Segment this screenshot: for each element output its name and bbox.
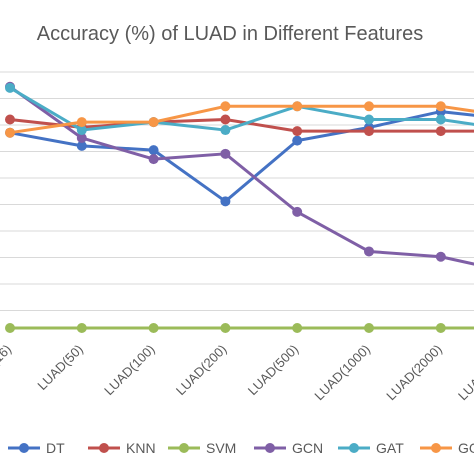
series-line-dt <box>8 110 474 203</box>
series-gat <box>5 82 474 136</box>
data-point-svm <box>220 323 231 333</box>
x-axis-tick-labels: LUAD(16) LUAD(50) LUAD(100) LUAD(200) LUAD(5… <box>0 342 474 404</box>
data-point-gcn <box>220 148 231 159</box>
data-point-gcn <box>364 246 374 257</box>
series-ggat <box>5 101 474 138</box>
legend-item-knn: KNN <box>88 440 156 456</box>
data-point-gat <box>220 125 231 136</box>
data-point-gcn <box>76 132 87 143</box>
data-point-ggat <box>148 117 159 128</box>
legend-item-svm: SVM <box>168 440 236 456</box>
legend-marker <box>265 443 275 453</box>
x-tick-label: LUAD(100) <box>101 342 158 399</box>
legend-item-gat: GAT <box>338 440 404 456</box>
legend-marker <box>179 443 189 453</box>
legend-marker <box>99 443 109 453</box>
data-point-knn <box>220 114 231 125</box>
series-svm <box>5 323 474 333</box>
data-point-knn <box>364 126 374 137</box>
x-tick-label: LUAD(16) <box>0 342 14 393</box>
data-point-knn <box>5 114 15 125</box>
data-point-svm <box>435 323 446 333</box>
legend-label: GAT <box>376 440 404 456</box>
series-line-knn <box>8 118 474 133</box>
data-point-svm <box>5 323 15 333</box>
series-layer <box>5 81 474 333</box>
legend-item-dt: DT <box>8 440 65 456</box>
x-tick-label: LUAD(50) <box>34 342 85 393</box>
legend-label: SVM <box>206 440 236 456</box>
data-point-knn <box>435 126 446 137</box>
series-gcn <box>5 81 474 266</box>
data-point-gat <box>364 114 374 125</box>
data-point-knn <box>292 126 303 137</box>
legend-label: GCN <box>292 440 323 456</box>
data-point-gcn <box>435 251 446 262</box>
data-point-dt <box>148 145 159 156</box>
data-point-svm <box>76 323 87 333</box>
legend-label: DT <box>46 440 65 456</box>
data-point-ggat <box>292 101 303 112</box>
x-tick-label: LUAD(2000) <box>383 342 445 404</box>
x-tick-label: LUAD(500) <box>245 342 302 399</box>
data-point-gat <box>76 125 87 136</box>
data-point-ggat <box>364 101 374 112</box>
data-point-ggat <box>220 101 231 112</box>
data-point-gcn <box>292 206 303 217</box>
data-point-ggat <box>76 117 87 128</box>
data-point-ggat <box>435 101 446 112</box>
legend-label: KNN <box>126 440 156 456</box>
data-point-svm <box>364 323 374 333</box>
x-tick-label: LUAD(200) <box>173 342 230 399</box>
x-tick-label: LUAD(5000) <box>455 342 474 404</box>
legend-label: GGAT <box>458 440 474 456</box>
data-point-dt <box>292 135 303 146</box>
data-point-ggat <box>5 127 15 138</box>
chart-title: Accuracy (%) of LUAD in Different Featur… <box>37 23 423 45</box>
series-line-ggat <box>8 104 474 135</box>
legend-marker <box>19 443 29 453</box>
data-point-svm <box>148 323 159 333</box>
legend: DT KNN SVM GCN GAT GGAT <box>8 440 474 456</box>
legend-item-ggat: GGAT <box>420 440 474 456</box>
legend-item-gcn: GCN <box>254 440 323 456</box>
data-point-svm <box>292 323 303 333</box>
data-point-dt <box>76 140 87 151</box>
data-point-gat <box>5 82 15 93</box>
data-point-gat <box>435 114 446 125</box>
x-tick-label: LUAD(1000) <box>311 342 373 404</box>
series-line-gat <box>8 86 474 132</box>
legend-marker <box>349 443 359 453</box>
series-line-gcn <box>8 85 474 266</box>
data-point-gcn <box>148 154 159 165</box>
legend-marker <box>431 443 441 453</box>
data-point-dt <box>220 196 231 207</box>
